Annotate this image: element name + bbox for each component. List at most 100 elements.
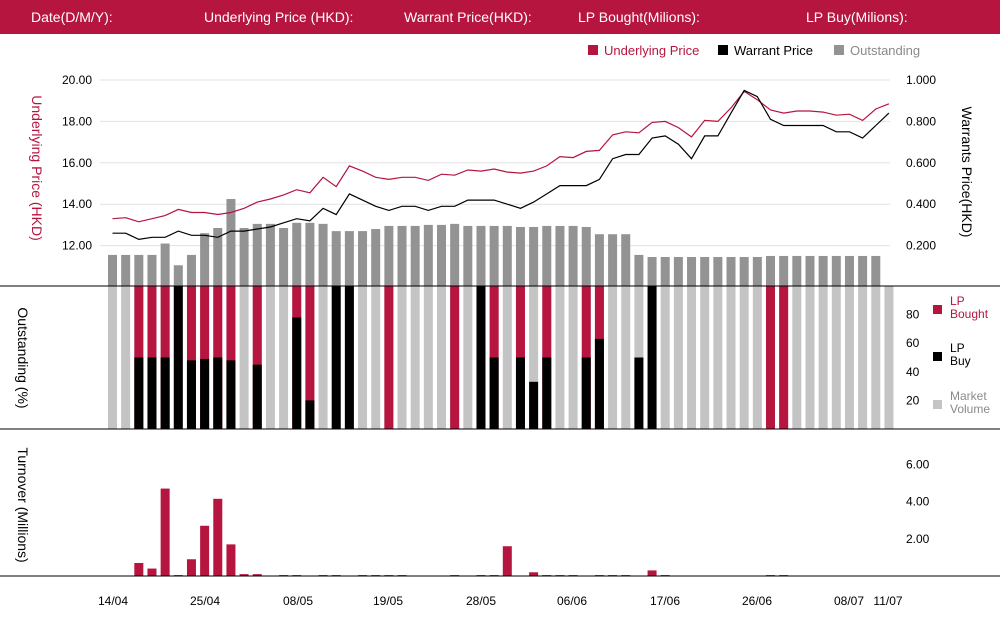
outstanding-bar	[476, 225, 486, 286]
turnover-bar	[252, 574, 262, 576]
outstanding-bar	[318, 223, 328, 286]
outstanding-bar	[200, 233, 210, 286]
legend-label: Underlying Price	[604, 43, 699, 58]
legend-swatch	[834, 45, 844, 55]
lp-bought-bar	[226, 286, 236, 429]
market-volume-bar	[673, 286, 683, 429]
market-volume-bar	[265, 286, 275, 429]
market-volume-bar	[371, 286, 381, 429]
turnover-bar	[186, 559, 196, 576]
outstanding-bar	[489, 225, 499, 286]
pct-tick-label: 60	[906, 336, 920, 350]
price-panel-gridlines	[100, 79, 890, 247]
outstanding-bar	[213, 228, 223, 286]
x-tick-label: 26/06	[742, 594, 772, 608]
outstanding-bar	[265, 223, 275, 286]
market-volume-bar	[884, 286, 894, 429]
outstanding-bar	[173, 265, 183, 286]
market-volume-bar	[858, 286, 868, 429]
lp-buy-bar	[344, 286, 354, 429]
market-volume-bar	[739, 286, 749, 429]
market-volume-bar	[423, 286, 433, 429]
market-volume-bar	[792, 286, 802, 429]
turnover-axis-title: Turnover (Millions)	[15, 447, 31, 562]
x-tick-label: 19/05	[373, 594, 403, 608]
outstanding-bar	[226, 199, 236, 286]
axis-labels: 20.00 18.00 16.00 14.00 12.00 1.000 0.800 0.600…	[15, 73, 975, 608]
warrant-price-label: Warrant Price(HKD):	[404, 9, 532, 25]
outstanding-bar	[305, 222, 315, 286]
market-volume-bar	[660, 286, 670, 429]
outstanding-bar	[818, 255, 828, 286]
lp-buy-bar	[226, 360, 236, 429]
lp-buy-bar	[200, 358, 210, 429]
market-volume-bar	[502, 286, 512, 429]
lp-buy-bar	[542, 357, 552, 429]
outstanding-bar	[555, 225, 565, 286]
outstanding-bar	[344, 231, 354, 286]
x-tick-label: 25/04	[190, 594, 220, 608]
outstanding-bar	[239, 228, 249, 286]
turnover-bar	[226, 544, 236, 576]
pct-tick-label: 20	[906, 393, 920, 407]
market-volume-bar	[687, 286, 697, 429]
y-right-tick-label: 1.000	[906, 73, 936, 87]
market-volume-bar	[831, 286, 841, 429]
legend-label: LP Bought	[950, 294, 989, 321]
lp-buy-bar	[489, 357, 499, 429]
outstanding-bar	[726, 256, 736, 286]
outstanding-bar	[594, 234, 604, 286]
legend-swatch	[588, 45, 598, 55]
market-volume-bar	[818, 286, 828, 429]
outstanding-bars	[108, 199, 881, 286]
turnover-tick-label: 6.00	[906, 457, 930, 471]
legend-swatch	[933, 400, 942, 409]
x-tick-label: 08/05	[283, 594, 313, 608]
lp-buy-bar	[305, 400, 315, 429]
lp-bought-bar	[252, 286, 262, 429]
outstanding-bar	[186, 254, 196, 286]
outstanding-bar	[358, 231, 368, 286]
price-lines	[112, 89, 890, 241]
pct-tick-label: 40	[906, 365, 920, 379]
turnover-tick-label: 4.00	[906, 495, 930, 509]
outstanding-bar	[502, 225, 512, 286]
outstanding-bar	[621, 234, 631, 286]
lp-bought-bar	[200, 286, 210, 429]
turnover-bar	[647, 570, 657, 576]
lp-buy-bar	[476, 286, 486, 429]
outstanding-bar	[397, 225, 407, 286]
outstanding-bar	[160, 243, 170, 286]
underlying-price-label: Underlying Price (HKD):	[204, 9, 354, 25]
outstanding-bar	[660, 256, 670, 286]
lp-buy-bar	[186, 360, 196, 429]
outstanding-bar	[844, 255, 854, 286]
turnover-bar	[200, 525, 210, 576]
outstanding-bar	[134, 254, 144, 286]
x-tick-label: 08/07	[834, 594, 864, 608]
lp-bought-bar	[305, 286, 315, 429]
y-left-tick-label: 16.00	[62, 156, 92, 170]
y-left-tick-label: 20.00	[62, 73, 92, 87]
turnover-bar	[213, 498, 223, 576]
market-volume-bar	[108, 286, 117, 429]
lp-buy-bar	[581, 357, 591, 429]
outstanding-bar	[147, 254, 157, 286]
market-volume-bar	[463, 286, 473, 429]
lp-bought-bar	[186, 286, 196, 429]
outstanding-bar	[331, 231, 341, 286]
outstanding-bar	[779, 255, 789, 286]
market-volume-bar	[621, 286, 631, 429]
market-volume-bar	[437, 286, 446, 429]
outstanding-bar	[739, 256, 749, 286]
outstanding-bar	[515, 226, 525, 286]
warrant-price-line	[112, 89, 890, 241]
lp-buy-bar	[647, 286, 657, 429]
outstanding-bar	[792, 255, 802, 286]
x-tick-label: 06/06	[557, 594, 587, 608]
outstanding-bar	[687, 256, 697, 286]
outstanding-bar	[423, 224, 433, 286]
market-volume-bar	[318, 286, 328, 429]
outstanding-bar	[279, 228, 289, 286]
